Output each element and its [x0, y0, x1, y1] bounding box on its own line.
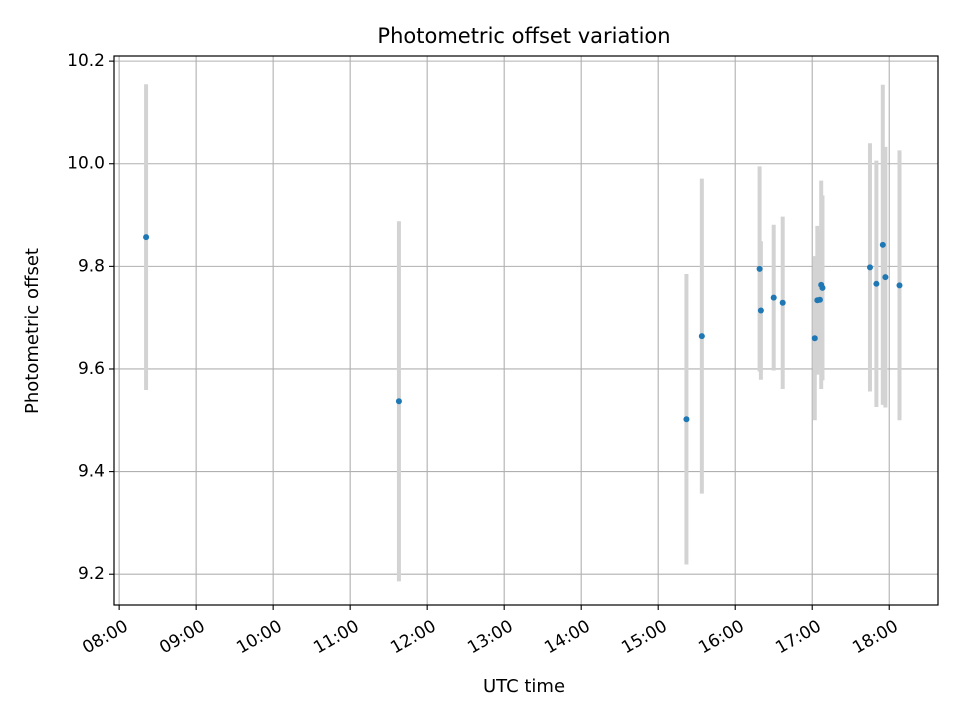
data-point [816, 296, 823, 303]
data-point [756, 265, 763, 272]
data-point [395, 398, 402, 405]
plot-area-frame [113, 55, 939, 606]
data-point [757, 307, 764, 314]
data-point [866, 264, 873, 271]
grid-lines [114, 56, 938, 605]
data-point [779, 299, 786, 306]
y-tick-label: 9.2 [78, 564, 105, 584]
chart-title: Photometric offset variation [377, 24, 670, 48]
y-tick-label: 9.4 [78, 462, 105, 482]
data-point [811, 335, 818, 342]
data-markers [143, 234, 903, 423]
y-tick-label: 10.0 [67, 154, 105, 174]
data-point [879, 241, 886, 248]
y-tick-label: 9.6 [78, 359, 105, 379]
data-point [873, 280, 880, 287]
data-point [896, 282, 903, 289]
x-axis-label: UTC time [483, 676, 565, 697]
data-point [770, 294, 777, 301]
data-point [819, 284, 826, 291]
data-point [683, 416, 690, 423]
data-point [882, 274, 889, 281]
y-tick-label: 9.8 [78, 256, 105, 276]
data-point [143, 234, 150, 241]
data-point [698, 333, 705, 340]
y-tick-label: 10.2 [67, 51, 105, 71]
y-axis-label: Photometric offset [22, 248, 43, 414]
